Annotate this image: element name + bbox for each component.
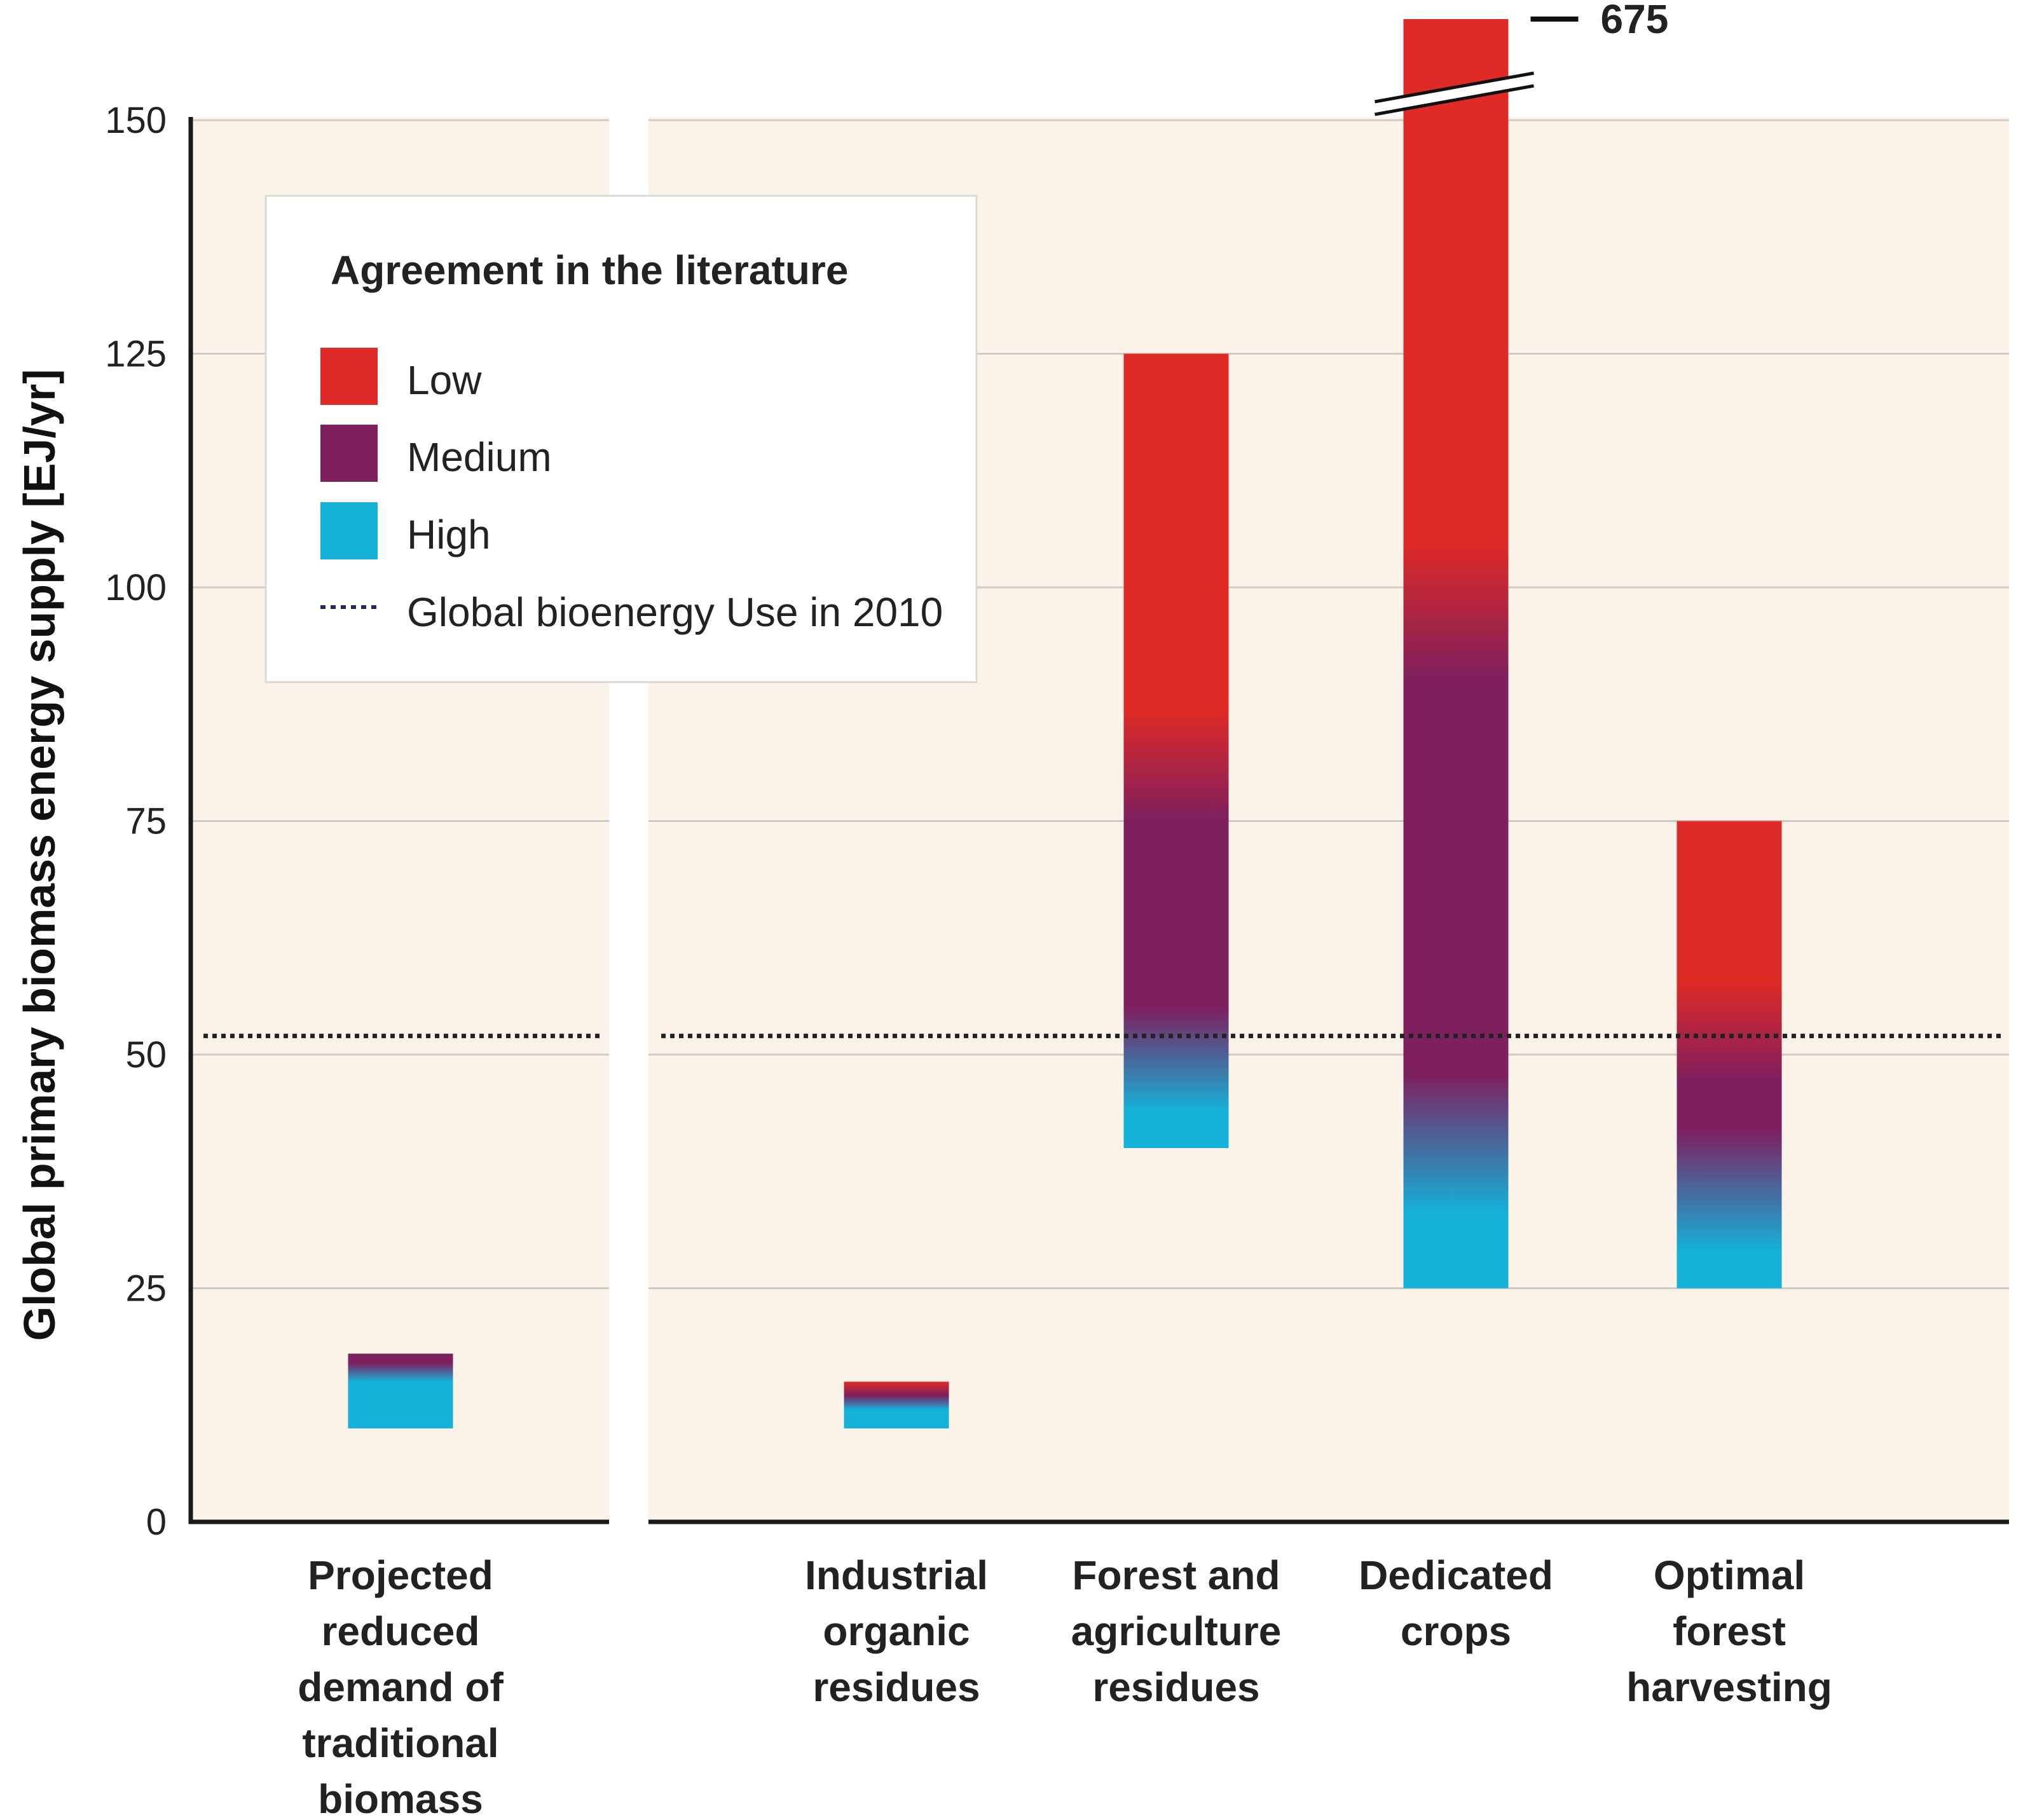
- category-label: Projected reduced demand of traditional biom…: [298, 1552, 504, 1820]
- y-axis-title: Global primary biomass energy supply [EJ…: [15, 369, 64, 1341]
- y-tick-labels: 0 25 50 75 100 125 150: [105, 100, 167, 1543]
- legend-label-medium: Medium: [407, 434, 552, 480]
- legend-label-reference: Global bioenergy Use in 2010: [407, 589, 943, 635]
- category-labels: Projected reduced demand of traditional biom…: [298, 1552, 1832, 1820]
- legend-label-high: High: [407, 512, 491, 558]
- category-label: Forest and agriculture residues: [1071, 1552, 1282, 1710]
- legend-title: Agreement in the literature: [331, 247, 848, 293]
- y-tick-label: 50: [125, 1034, 167, 1076]
- category-label: Dedicated crops: [1359, 1552, 1553, 1654]
- legend-swatch-low: [320, 348, 378, 405]
- y-tick-label: 125: [105, 334, 167, 375]
- axis-break-gap: [1375, 73, 1534, 114]
- bars: [348, 19, 1782, 1428]
- legend: Agreement in the literature Low Medium H…: [264, 195, 978, 683]
- legend-swatch-medium: [320, 425, 378, 482]
- y-tick-label: 100: [105, 567, 167, 608]
- bar-range: [844, 1381, 949, 1428]
- legend-box: [264, 195, 978, 683]
- y-tick-label: 25: [125, 1268, 167, 1310]
- bar-range: [348, 1353, 453, 1428]
- y-tick-label: 0: [146, 1502, 167, 1543]
- axis-break-mark: [1375, 84, 1534, 116]
- axes: [188, 117, 2009, 1524]
- bar-range: [1403, 19, 1509, 1289]
- y-tick-label: 150: [105, 100, 167, 141]
- bar-range: [1123, 353, 1229, 1148]
- category-label: Industrial organic residues: [805, 1552, 988, 1710]
- legend-swatch-high: [320, 502, 378, 559]
- axis-break-mark: [1375, 71, 1534, 104]
- y-tick-label: 75: [125, 801, 167, 842]
- axis-break: 675: [1375, 0, 1669, 116]
- break-value-label: 675: [1601, 0, 1669, 42]
- bar-range: [1677, 821, 1782, 1289]
- legend-label-low: Low: [407, 357, 482, 403]
- category-label: Optimal forest harvesting: [1626, 1552, 1832, 1710]
